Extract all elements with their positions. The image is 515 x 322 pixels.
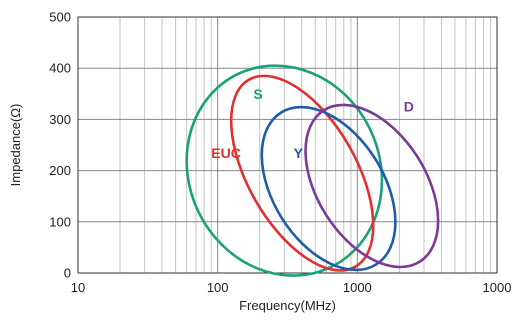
x-tick-label: 10 [71, 280, 85, 295]
series-label-d: D [404, 99, 414, 115]
y-tick-label: 200 [49, 163, 71, 178]
series-ellipse-y [260, 105, 397, 272]
plot-frame [77, 16, 498, 274]
x-tick-label: 1000 [343, 280, 372, 295]
series-label-y: Y [294, 145, 304, 161]
series-ellipse-euc [229, 74, 375, 272]
series-ellipse-d [304, 103, 440, 269]
y-tick-label: 0 [64, 266, 71, 281]
x-tick-label: 1000 [483, 280, 512, 295]
x-axis-ticks: 10 100 1000 1000 [71, 280, 512, 295]
y-axis-label: Impedance(Ω) [8, 104, 23, 187]
series-label-euc: EUC [211, 145, 241, 161]
y-tick-label: 500 [49, 10, 71, 25]
grid [77, 16, 498, 274]
y-tick-label: 100 [49, 214, 71, 229]
y-tick-label: 300 [49, 112, 71, 127]
series-ellipse-s [185, 64, 384, 277]
series-layer [185, 64, 440, 277]
y-axis-ticks: 0 100 200 300 400 500 [49, 10, 71, 281]
series-labels: S EUC Y D [211, 86, 414, 161]
series-label-s: S [253, 86, 262, 102]
x-axis-label: Frequency(MHz) [239, 298, 336, 313]
x-tick-label: 100 [207, 280, 229, 295]
y-tick-label: 400 [49, 61, 71, 76]
